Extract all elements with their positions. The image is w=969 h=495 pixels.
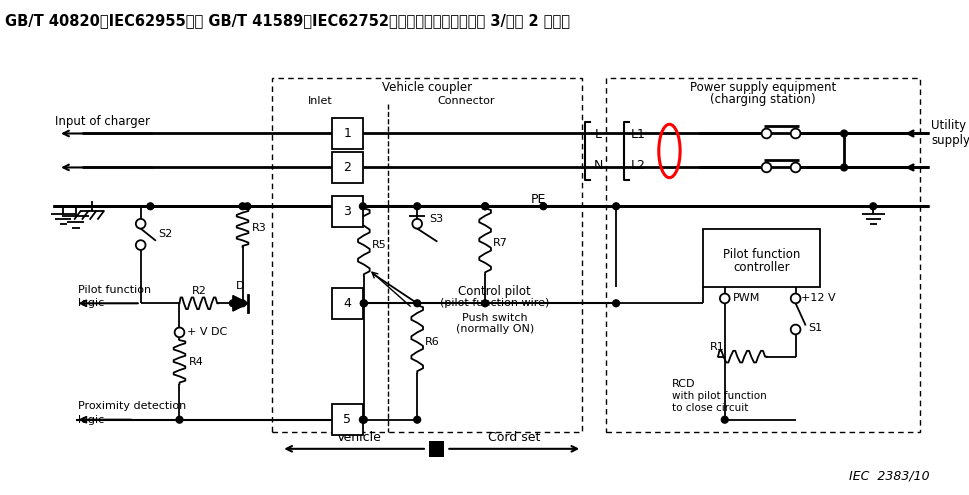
Text: logic: logic [78,298,104,308]
Text: IEC  2383/10: IEC 2383/10 [848,469,928,483]
Circle shape [239,300,246,307]
Bar [331,118,362,149]
Circle shape [790,325,799,334]
Text: 4: 4 [343,297,351,310]
Text: R7: R7 [492,238,507,248]
Circle shape [147,203,154,210]
Circle shape [761,129,770,138]
Circle shape [761,162,770,172]
Bar [331,404,362,435]
Bar [703,229,819,287]
Text: L1: L1 [630,128,645,141]
Circle shape [360,416,367,423]
Text: PE: PE [530,193,546,206]
Circle shape [790,162,799,172]
Text: Vehicle coupler: Vehicle coupler [382,81,472,95]
Bar [331,152,362,183]
Text: (normally ON): (normally ON) [455,325,533,335]
Circle shape [230,300,236,307]
Text: Control pilot: Control pilot [458,285,531,298]
Circle shape [176,416,183,423]
Text: R5: R5 [371,240,386,250]
Text: with pilot function: with pilot function [672,392,766,401]
Text: D: D [236,281,244,291]
Polygon shape [233,296,248,311]
Circle shape [790,129,799,138]
Text: logic: logic [78,415,104,425]
Text: Inlet: Inlet [307,97,332,106]
Circle shape [414,203,421,210]
Text: GB/T 40820（IEC62955）和 GB/T 41589（IEC62752），用于电动汽车的模式 3/模式 2 充电。: GB/T 40820（IEC62955）和 GB/T 41589（IEC6275… [5,13,569,28]
Circle shape [719,294,729,303]
Circle shape [540,203,547,210]
Circle shape [612,300,619,307]
Text: N: N [593,159,603,172]
Circle shape [414,300,421,307]
Text: +12 V: +12 V [800,294,835,303]
Text: S2: S2 [158,229,172,240]
Text: R2: R2 [191,286,206,296]
Text: controller: controller [733,261,789,274]
Circle shape [482,203,488,210]
Circle shape [482,203,488,210]
Text: R6: R6 [424,337,439,347]
Text: Connector: Connector [436,97,494,106]
Circle shape [412,219,422,229]
Text: 3: 3 [343,204,351,218]
Text: RCD: RCD [672,379,695,389]
Circle shape [840,130,847,137]
Text: to close circuit: to close circuit [672,403,748,413]
Text: Cord set: Cord set [487,431,540,444]
Text: Vehicle: Vehicle [336,431,381,444]
Text: L: L [595,128,602,141]
Text: Utility
supply: Utility supply [930,119,969,148]
Text: R4: R4 [189,356,203,366]
Text: Pilot function: Pilot function [78,285,150,295]
Circle shape [840,164,847,171]
Text: Pilot function: Pilot function [722,248,799,261]
Circle shape [174,328,184,337]
Circle shape [721,416,728,423]
Circle shape [790,294,799,303]
Circle shape [359,203,366,210]
Bar [331,196,362,227]
Circle shape [239,203,246,210]
Text: S3: S3 [428,214,443,224]
Circle shape [360,300,367,307]
Circle shape [360,300,367,307]
Text: PWM: PWM [732,294,759,303]
Bar [271,78,581,432]
Text: 1: 1 [343,127,351,140]
Circle shape [612,203,619,210]
Text: Input of charger: Input of charger [55,115,150,128]
Circle shape [244,203,251,210]
Text: Power supply equipment: Power supply equipment [689,81,835,95]
Text: 5: 5 [343,413,351,426]
Circle shape [136,240,145,250]
Text: 2: 2 [343,161,351,174]
Text: R1: R1 [709,342,724,352]
Bar [428,441,444,456]
Text: Proximity detection: Proximity detection [78,401,186,411]
Text: (pilot function wire): (pilot function wire) [440,298,549,308]
Bar [606,78,919,432]
Circle shape [414,416,421,423]
Text: S1: S1 [807,323,822,333]
Circle shape [359,416,366,423]
Text: L2: L2 [630,159,645,172]
Circle shape [482,300,488,307]
Text: (charging station): (charging station) [709,93,815,106]
Circle shape [869,203,876,210]
Circle shape [136,219,145,229]
Bar [331,288,362,319]
Text: R3: R3 [252,223,266,233]
Text: + V DC: + V DC [187,327,228,338]
Text: Push switch: Push switch [461,313,527,323]
